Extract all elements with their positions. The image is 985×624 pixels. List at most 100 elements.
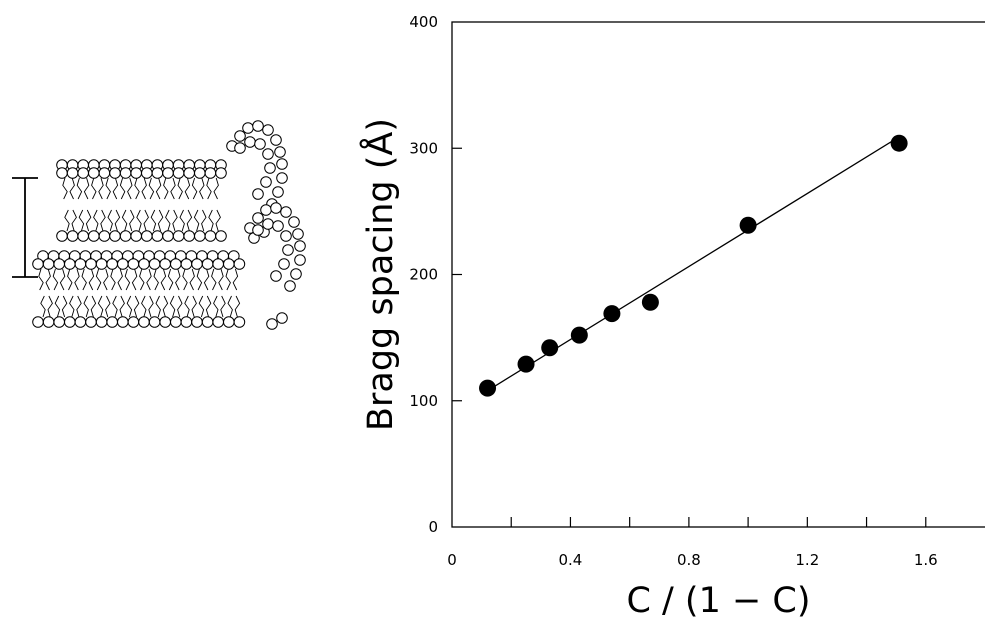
lipid-head-edge [274,146,286,158]
lipid-head [183,167,195,179]
lipid-head-edge [294,254,306,266]
x-tick-label: 0.4 [559,551,583,569]
data-point [541,339,559,357]
lipid-tail [150,209,157,232]
lipid-tail [225,268,231,291]
lipid-tail [38,268,44,291]
lipid-tail [105,295,111,318]
lipid-tail [186,209,193,232]
lipid-head [180,258,193,270]
lipid-tail [126,295,133,318]
lipid-tail [211,268,217,291]
lipid-tail [163,177,169,200]
lipid-tail [107,209,113,232]
data-point [570,326,588,344]
lipid-head-edge [284,280,296,292]
lipid-tail [90,295,97,318]
lipid-head [138,316,150,328]
lipid-tail [71,209,77,232]
lipid-tail [129,209,135,232]
lipid-head-edge [272,186,284,198]
lipid-head-edge [292,228,304,240]
lipid-head [130,167,142,179]
lipid-tail [213,177,219,200]
lipid-tail [93,209,99,232]
lipid-head [77,230,89,242]
lipid-tail [177,295,183,318]
lipid-tail [189,268,195,291]
lipid-tail [117,268,123,291]
lipid-tail [78,209,85,232]
lipid-bilayer-illustration [12,120,306,330]
lipid-tail [169,295,176,318]
lipid-head [117,258,129,270]
lipid-head-edge [242,122,254,134]
lipid-head [148,258,161,270]
lipid-tail [83,177,90,200]
lipid-tail [141,177,147,200]
lipid-tail [134,177,140,200]
data-point [641,293,659,311]
lipid-tail [146,268,152,291]
lipid-head [141,167,153,179]
lipid-tail [215,209,221,232]
lipid-head-edge [254,138,266,150]
x-tick-label: 1.2 [795,551,819,569]
lipid-head [151,230,164,242]
lipid-tail [184,295,190,318]
lipid-head-edge [262,218,274,230]
lipid-tail [119,177,126,200]
lipid-head-edge [234,142,246,154]
lipid-head-edge [294,240,306,252]
lipid-head-edge [272,220,284,232]
lipid-head-edge [278,258,290,270]
plot-frame [451,21,985,528]
lipid-head [95,316,108,328]
lipid-tail [81,268,87,291]
lipid-head-edge [282,244,294,256]
lipid-head-edge [262,148,274,160]
lipid-tail [203,268,210,291]
lipid-head [64,316,76,328]
lipid-head-edge [252,120,264,132]
lipid-tail [191,177,198,200]
lipid-head-edge [280,206,292,218]
lipid-head [233,258,246,270]
lipid-head [201,258,214,270]
lipid-tail [184,177,191,200]
lipid-head-edge [276,312,288,324]
lipid-tail [62,177,68,200]
data-point [479,379,497,397]
lipid-head [66,230,79,242]
lipid-head [56,167,68,179]
lipid-tail [201,209,207,232]
data-point [603,305,621,323]
lipid-tail [100,209,106,232]
lipid-head [159,316,171,328]
lipid-head-edge [270,270,282,282]
lipid-tail [52,268,59,291]
lipid-head [148,316,161,328]
lipid-tail [83,295,89,318]
lipid-head [42,316,55,328]
lipid-head [85,258,97,270]
lipid-head [56,230,68,242]
lipid-tail [136,209,142,232]
lipid-head [172,167,185,179]
x-tick-label: 0.8 [677,551,701,569]
lipid-head [141,230,153,242]
lipid-tail [218,268,224,291]
lipid-tail [170,177,176,200]
lipid-tail [76,295,82,318]
lipid-tail [95,268,102,291]
lipid-head [151,167,164,179]
lipid-tail [141,295,147,318]
lipid-head-edge [270,202,282,214]
lipid-tail [182,268,188,291]
lipid-tail [133,295,140,318]
lipid-head [53,258,66,270]
lipid-head [119,230,132,242]
y-tick-label: 200 [409,266,438,284]
lipid-head [64,258,76,270]
